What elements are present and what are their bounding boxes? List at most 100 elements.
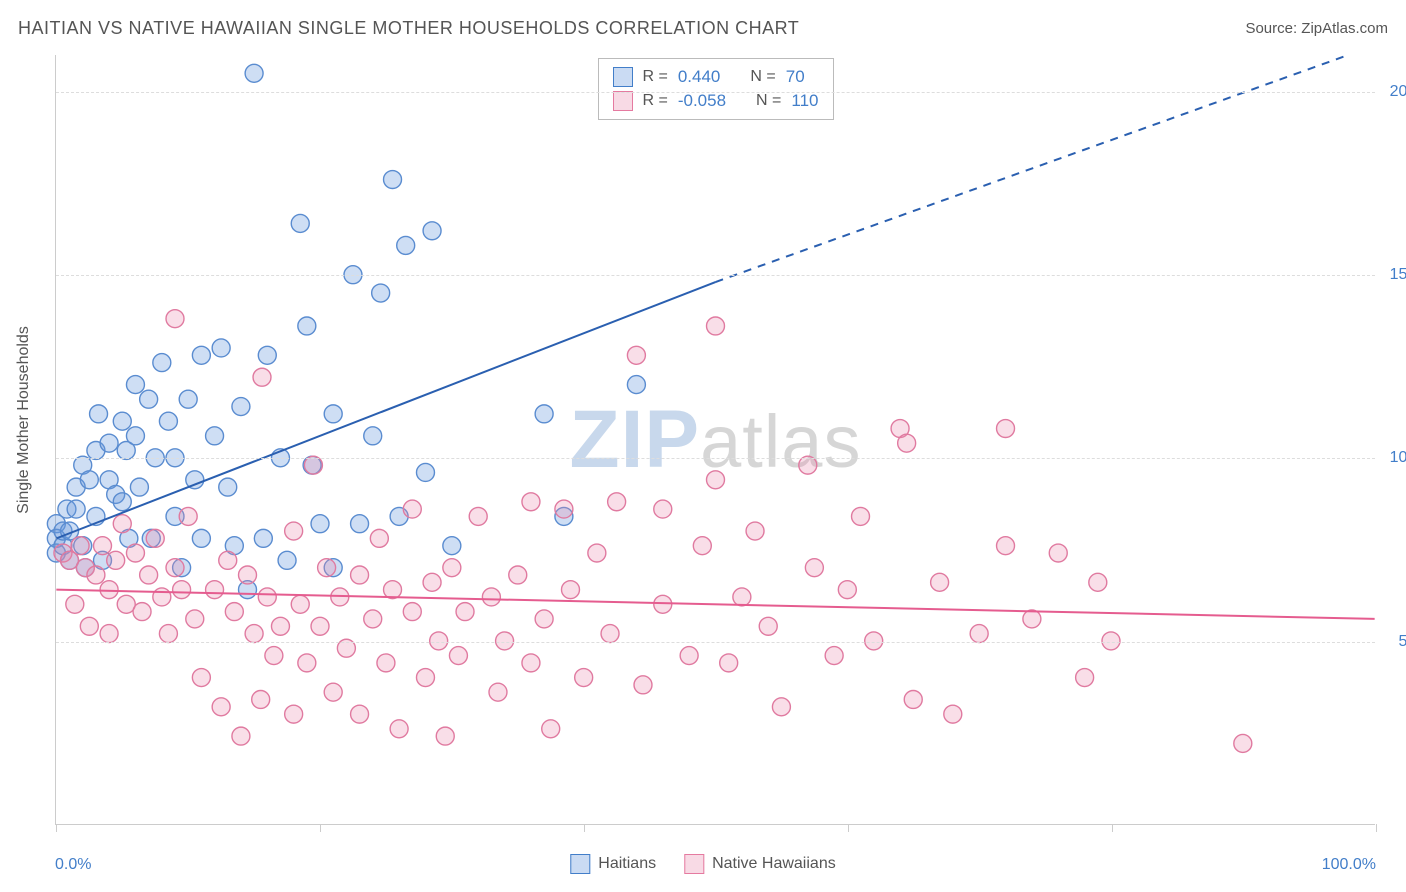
data-point — [535, 610, 553, 628]
data-point — [733, 588, 751, 606]
data-point — [805, 559, 823, 577]
data-point — [627, 346, 645, 364]
data-point — [311, 515, 329, 533]
gridline — [56, 642, 1375, 643]
data-point — [232, 727, 250, 745]
y-tick-label: 10.0% — [1380, 449, 1406, 467]
data-point — [509, 566, 527, 584]
data-point — [555, 500, 573, 518]
legend-item-hawaiians: Native Hawaiians — [684, 854, 836, 874]
data-point — [997, 537, 1015, 555]
data-point — [720, 654, 738, 672]
swatch-pink — [684, 854, 704, 874]
data-point — [192, 346, 210, 364]
chart-title: HAITIAN VS NATIVE HAWAIIAN SINGLE MOTHER… — [18, 18, 799, 39]
gridline — [56, 458, 1375, 459]
data-point — [384, 581, 402, 599]
y-tick-label: 20.0% — [1380, 83, 1406, 101]
data-point — [271, 617, 289, 635]
data-point — [416, 463, 434, 481]
data-point — [397, 236, 415, 254]
swatch-blue — [613, 67, 633, 87]
data-point — [601, 625, 619, 643]
data-point — [212, 698, 230, 716]
data-point — [153, 354, 171, 372]
gridline — [56, 92, 1375, 93]
data-point — [1089, 573, 1107, 591]
data-point — [94, 537, 112, 555]
data-point — [311, 617, 329, 635]
data-point — [759, 617, 777, 635]
data-point — [456, 603, 474, 621]
x-tick-100: 100.0% — [1322, 856, 1376, 874]
data-point — [997, 420, 1015, 438]
data-point — [133, 603, 151, 621]
data-point — [403, 500, 421, 518]
data-point — [146, 529, 164, 547]
data-point — [100, 581, 118, 599]
data-point — [351, 705, 369, 723]
data-point — [153, 588, 171, 606]
legend-row-haitians: R = 0.440 N = 70 — [613, 65, 819, 89]
data-point — [113, 493, 131, 511]
data-point — [130, 478, 148, 496]
data-point — [838, 581, 856, 599]
data-point — [443, 559, 461, 577]
data-point — [443, 537, 461, 555]
data-point — [173, 581, 191, 599]
swatch-blue — [570, 854, 590, 874]
data-point — [825, 647, 843, 665]
swatch-pink — [613, 91, 633, 111]
r-label: R = — [643, 65, 668, 89]
data-point — [707, 471, 725, 489]
data-point — [219, 478, 237, 496]
data-point — [489, 683, 507, 701]
data-point — [179, 390, 197, 408]
data-point — [423, 222, 441, 240]
data-point — [140, 390, 158, 408]
data-point — [1234, 734, 1252, 752]
data-point — [159, 625, 177, 643]
data-point — [542, 720, 560, 738]
x-tick — [56, 824, 57, 832]
data-point — [931, 573, 949, 591]
data-point — [285, 522, 303, 540]
data-point — [206, 581, 224, 599]
regression-line — [56, 590, 1374, 619]
legend-item-haitians: Haitians — [570, 854, 656, 874]
data-point — [364, 427, 382, 445]
x-tick — [848, 824, 849, 832]
data-point — [575, 669, 593, 687]
data-point — [140, 566, 158, 584]
data-point — [377, 654, 395, 672]
data-point — [179, 507, 197, 525]
data-point — [245, 64, 263, 82]
data-point — [291, 595, 309, 613]
correlation-legend: R = 0.440 N = 70 R = -0.058 N = 110 — [598, 58, 834, 120]
data-point — [423, 573, 441, 591]
data-point — [680, 647, 698, 665]
data-point — [100, 434, 118, 452]
x-tick — [1112, 824, 1113, 832]
data-point — [970, 625, 988, 643]
data-point — [80, 617, 98, 635]
data-point — [252, 691, 270, 709]
data-point — [693, 537, 711, 555]
data-point — [278, 551, 296, 569]
chart-plot-area: ZIPatlas R = 0.440 N = 70 R = -0.058 N =… — [55, 55, 1375, 825]
data-point — [482, 588, 500, 606]
data-point — [634, 676, 652, 694]
legend-label-hawaiians: Native Hawaiians — [712, 855, 836, 873]
data-point — [159, 412, 177, 430]
data-point — [212, 339, 230, 357]
x-tick — [584, 824, 585, 832]
data-point — [100, 625, 118, 643]
data-point — [324, 405, 342, 423]
data-point — [384, 171, 402, 189]
data-point — [449, 647, 467, 665]
data-point — [225, 603, 243, 621]
data-point — [258, 588, 276, 606]
data-point — [562, 581, 580, 599]
data-point — [291, 214, 309, 232]
data-point — [239, 566, 257, 584]
